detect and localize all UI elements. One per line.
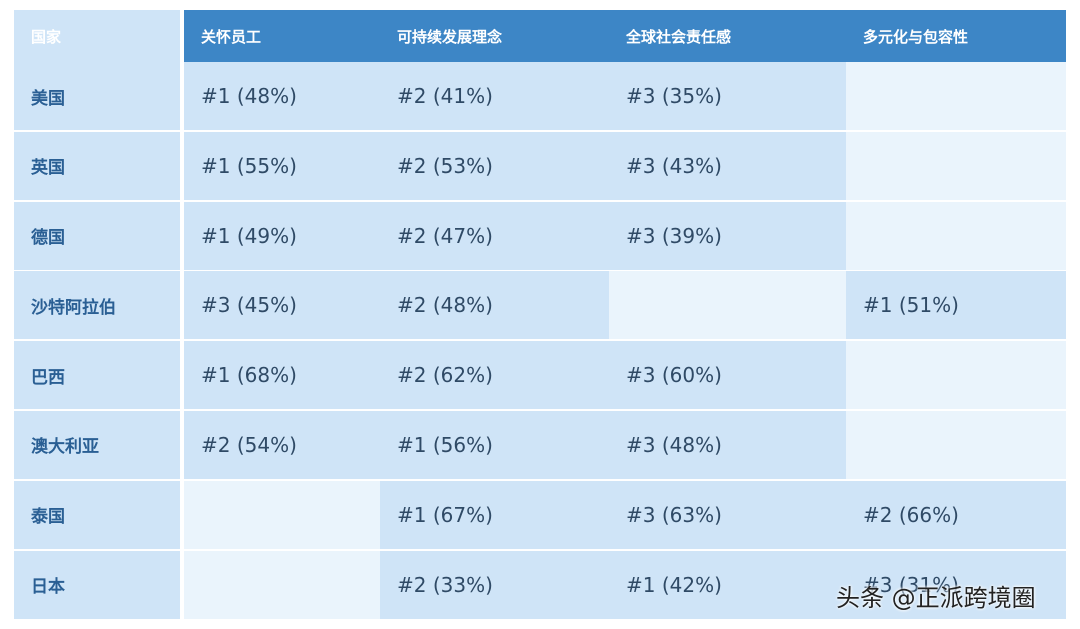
watermark: 头条 @正派跨境圈 <box>836 584 1036 612</box>
ranking-table: 国家 关怀员工 可持续发展理念 全球社会责任感 多元化与包容性 美国 #1 (48… <box>14 10 1066 620</box>
value-cell: #3 (60%) <box>609 341 846 410</box>
value-cell: #3 (45%) <box>184 271 380 340</box>
value-cell: #3 (35%) <box>609 62 846 130</box>
value-cell: #1 (68%) <box>184 341 380 410</box>
header-col-care-employees: 关怀员工 <box>184 10 380 62</box>
value-cell: #2 (47%) <box>380 201 609 270</box>
value-cell: #3 (48%) <box>609 410 846 479</box>
table-header-row: 国家 关怀员工 可持续发展理念 全球社会责任感 多元化与包容性 <box>14 10 1066 62</box>
value-cell: #1 (51%) <box>846 271 1066 340</box>
table-row: 德国 #1 (49%) #2 (47%) #3 (39%) <box>14 201 1066 270</box>
value-cell: #1 (49%) <box>184 201 380 270</box>
header-col-social-responsibility: 全球社会责任感 <box>609 10 846 62</box>
value-cell: #2 (33%) <box>380 550 609 619</box>
table-row: 日本 #2 (33%) #1 (42%) #3 (31%) <box>14 550 1066 619</box>
country-cell: 泰国 <box>14 480 180 549</box>
value-cell <box>184 480 380 549</box>
value-cell: #1 (67%) <box>380 480 609 549</box>
value-cell: #1 (56%) <box>380 410 609 479</box>
table-body: 美国 #1 (48%) #2 (41%) #3 (35%) 英国 #1 (55%) #2 (… <box>14 62 1066 619</box>
value-cell <box>184 550 380 619</box>
value-cell <box>846 62 1066 130</box>
table-row: 巴西 #1 (68%) #2 (62%) #3 (60%) <box>14 341 1066 410</box>
country-cell: 英国 <box>14 131 180 200</box>
header-col-sustainability: 可持续发展理念 <box>380 10 609 62</box>
table-row: 泰国 #1 (67%) #3 (63%) #2 (66%) <box>14 480 1066 549</box>
country-cell: 巴西 <box>14 341 180 410</box>
value-cell <box>846 341 1066 410</box>
value-cell: #3 (31%) <box>846 550 1066 619</box>
country-cell: 沙特阿拉伯 <box>14 271 180 340</box>
value-cell <box>846 131 1066 200</box>
value-cell: #2 (41%) <box>380 62 609 130</box>
header-col-diversity: 多元化与包容性 <box>846 10 1066 62</box>
value-cell: #3 (43%) <box>609 131 846 200</box>
value-cell: #3 (63%) <box>609 480 846 549</box>
table-row: 澳大利亚 #2 (54%) #1 (56%) #3 (48%) <box>14 410 1066 479</box>
header-country: 国家 <box>14 10 180 62</box>
country-cell: 日本 <box>14 550 180 619</box>
value-cell <box>846 410 1066 479</box>
country-cell: 澳大利亚 <box>14 410 180 479</box>
value-cell: #2 (48%) <box>380 271 609 340</box>
country-cell: 德国 <box>14 201 180 270</box>
value-cell: #1 (55%) <box>184 131 380 200</box>
value-cell <box>609 271 846 340</box>
table-row: 美国 #1 (48%) #2 (41%) #3 (35%) <box>14 62 1066 130</box>
country-cell: 美国 <box>14 62 180 130</box>
table-row: 英国 #1 (55%) #2 (53%) #3 (43%) <box>14 131 1066 200</box>
value-cell: #2 (62%) <box>380 341 609 410</box>
value-cell: #1 (42%) <box>609 550 846 619</box>
value-cell: #2 (53%) <box>380 131 609 200</box>
value-cell: #2 (66%) <box>846 480 1066 549</box>
table-row: 沙特阿拉伯 #3 (45%) #2 (48%) #1 (51%) <box>14 271 1066 340</box>
value-cell: #3 (39%) <box>609 201 846 270</box>
value-cell: #2 (54%) <box>184 410 380 479</box>
value-cell <box>846 201 1066 270</box>
value-cell: #1 (48%) <box>184 62 380 130</box>
